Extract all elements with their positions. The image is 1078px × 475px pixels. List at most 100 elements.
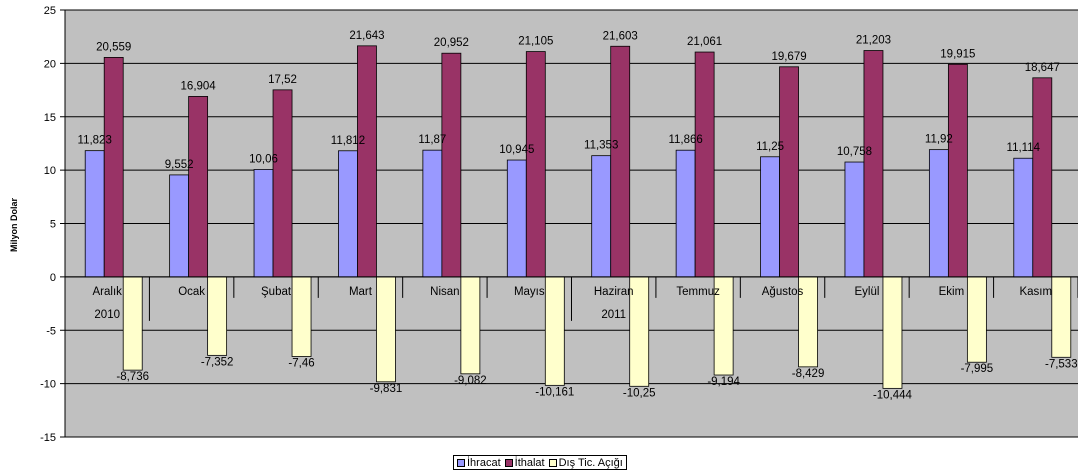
x-axis: Aralık Ocak Şubat Mart Nisan Mayıs Haziran Temm… <box>64 276 1078 321</box>
data-label: 18,647 <box>1025 62 1060 74</box>
x-year-label: 2010 <box>94 309 120 321</box>
x-tick-label: Ağustos <box>762 286 804 298</box>
data-label: 10,06 <box>249 153 278 165</box>
y-tick-label: 5 <box>50 219 56 231</box>
data-label: 11,353 <box>584 140 618 152</box>
data-label: -9,082 <box>454 375 487 387</box>
x-year-label: 2011 <box>601 309 626 321</box>
data-label: 20,952 <box>434 37 469 49</box>
y-tick-label: -10 <box>40 379 56 391</box>
legend-swatch-ihracat <box>457 458 465 467</box>
data-label: 19,915 <box>940 48 975 60</box>
bar <box>947 63 968 278</box>
bar <box>103 57 124 278</box>
data-label: -10,161 <box>535 386 574 398</box>
bar <box>253 169 274 278</box>
data-label: 10,945 <box>499 144 534 156</box>
bar <box>591 155 612 278</box>
x-tick-label: Ocak <box>178 286 205 298</box>
data-label: 19,679 <box>771 51 806 63</box>
data-label: 11,114 <box>1007 142 1041 154</box>
bars <box>84 45 1072 389</box>
bar <box>760 156 780 278</box>
y-tick-label: 20 <box>44 58 56 70</box>
bar <box>376 276 396 383</box>
data-label: 17,52 <box>268 74 297 86</box>
bar <box>1013 157 1034 278</box>
bar <box>694 51 715 278</box>
x-tick-label: Temmuz <box>676 286 720 298</box>
x-tick-label: Kasım <box>1019 286 1052 298</box>
legend-label-dis-tic-acigi: Dış Tic. Açığı <box>558 456 623 469</box>
data-label: -7,352 <box>201 356 234 368</box>
bar <box>1051 276 1072 358</box>
data-label: 21,643 <box>349 30 384 42</box>
bar <box>544 276 565 386</box>
y-tick-label: 0 <box>50 272 56 284</box>
bar <box>122 276 143 371</box>
data-label: 11,87 <box>418 134 446 146</box>
data-label: 21,603 <box>603 30 638 42</box>
bar <box>928 149 949 278</box>
data-label: 16,904 <box>181 80 217 92</box>
data-label: 11,25 <box>756 141 784 153</box>
data-label: -10,25 <box>623 387 656 399</box>
x-tick-label: Şubat <box>261 286 292 298</box>
data-label: 11,812 <box>331 135 365 147</box>
bar <box>779 66 799 278</box>
data-label: 21,105 <box>518 36 553 48</box>
data-label: -9,831 <box>370 383 403 395</box>
legend-label-ithalat: İthalat <box>514 456 545 469</box>
data-label: 21,061 <box>687 36 722 48</box>
bar <box>357 45 377 278</box>
y-axis-label: Milyon Dolar <box>9 198 19 253</box>
y-tick-label: -5 <box>46 325 56 337</box>
legend-item-dis-tic-acigi: Dış Tic. Açığı <box>548 456 623 469</box>
bar <box>506 159 527 278</box>
bar <box>966 276 987 363</box>
bar <box>460 276 481 375</box>
legend-label-ihracat: İhracat <box>467 456 501 469</box>
bar <box>610 45 631 278</box>
x-tick-label: Mayıs <box>514 286 545 298</box>
data-labels: 11,823 9,552 10,06 11,812 11,87 10,945 11,353 1… <box>78 30 1078 402</box>
data-label: -8,736 <box>116 371 149 383</box>
x-tick-label: Aralık <box>93 286 123 298</box>
legend-swatch-ithalat <box>504 458 513 467</box>
bar <box>525 51 546 278</box>
data-label: 9,552 <box>165 159 194 171</box>
legend-item-ihracat: İhracat <box>457 457 501 469</box>
y-tick-labels: -15 -10 -5 0 5 10 15 20 25 <box>40 5 56 444</box>
x-tick-label: Ekim <box>939 286 965 298</box>
bar <box>84 150 105 278</box>
data-label: 11,823 <box>78 135 112 147</box>
legend-item-ithalat: İthalat <box>504 456 545 469</box>
data-label: -8,429 <box>792 368 825 380</box>
legend-swatch-dis-tic-acigi <box>548 458 557 467</box>
data-label: -7,46 <box>288 358 314 370</box>
bar <box>882 276 903 389</box>
bar <box>441 52 462 278</box>
x-tick-label: Eylül <box>854 286 879 298</box>
bar <box>338 150 358 278</box>
data-label: 11,92 <box>925 134 953 146</box>
bar <box>422 149 443 278</box>
data-label: -9,194 <box>707 376 740 388</box>
y-tick-label: -15 <box>40 432 56 444</box>
legend: İhracat İthalat Dış Tic. Açığı <box>453 455 627 470</box>
bar <box>291 276 312 357</box>
bar <box>863 50 884 278</box>
data-label: 11,866 <box>668 134 702 146</box>
data-label: -7,533 <box>1045 358 1078 370</box>
x-tick-label: Nisan <box>430 286 459 298</box>
data-label: 10,758 <box>837 146 872 158</box>
bar <box>675 149 696 278</box>
data-label: 20,559 <box>96 41 131 53</box>
data-label: 21,203 <box>856 35 891 47</box>
y-tick-label: 15 <box>44 112 56 124</box>
bar <box>844 161 865 278</box>
y-tick-label: 25 <box>44 5 56 17</box>
y-tick-label: 10 <box>44 165 56 177</box>
bar <box>272 89 293 278</box>
